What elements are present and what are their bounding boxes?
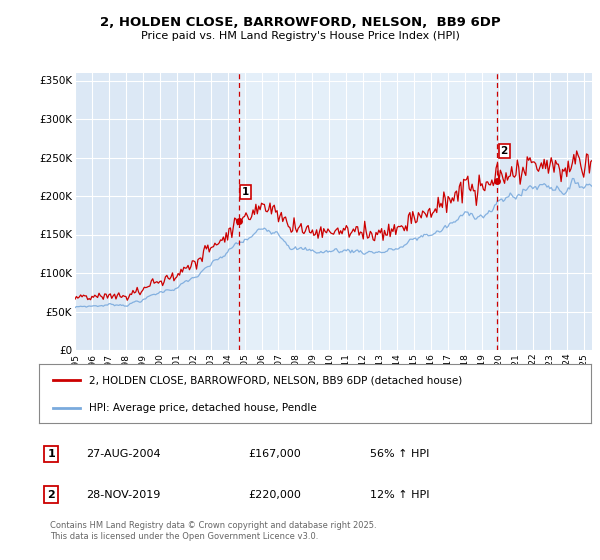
Text: 2: 2 bbox=[47, 489, 55, 500]
Text: 12% ↑ HPI: 12% ↑ HPI bbox=[370, 489, 430, 500]
Text: 28-NOV-2019: 28-NOV-2019 bbox=[86, 489, 160, 500]
Text: Price paid vs. HM Land Registry's House Price Index (HPI): Price paid vs. HM Land Registry's House … bbox=[140, 31, 460, 41]
Text: HPI: Average price, detached house, Pendle: HPI: Average price, detached house, Pend… bbox=[89, 403, 316, 413]
Text: 1: 1 bbox=[242, 187, 249, 197]
Text: 1: 1 bbox=[47, 449, 55, 459]
Text: Contains HM Land Registry data © Crown copyright and database right 2025.
This d: Contains HM Land Registry data © Crown c… bbox=[50, 521, 377, 541]
Text: 2: 2 bbox=[500, 146, 508, 156]
Text: 27-AUG-2004: 27-AUG-2004 bbox=[86, 449, 161, 459]
Text: 56% ↑ HPI: 56% ↑ HPI bbox=[370, 449, 430, 459]
Text: 2, HOLDEN CLOSE, BARROWFORD, NELSON,  BB9 6DP: 2, HOLDEN CLOSE, BARROWFORD, NELSON, BB9… bbox=[100, 16, 500, 29]
Text: £220,000: £220,000 bbox=[249, 489, 302, 500]
Text: £167,000: £167,000 bbox=[249, 449, 302, 459]
Bar bbox=[239, 73, 497, 350]
Text: 2, HOLDEN CLOSE, BARROWFORD, NELSON, BB9 6DP (detached house): 2, HOLDEN CLOSE, BARROWFORD, NELSON, BB9… bbox=[89, 375, 462, 385]
